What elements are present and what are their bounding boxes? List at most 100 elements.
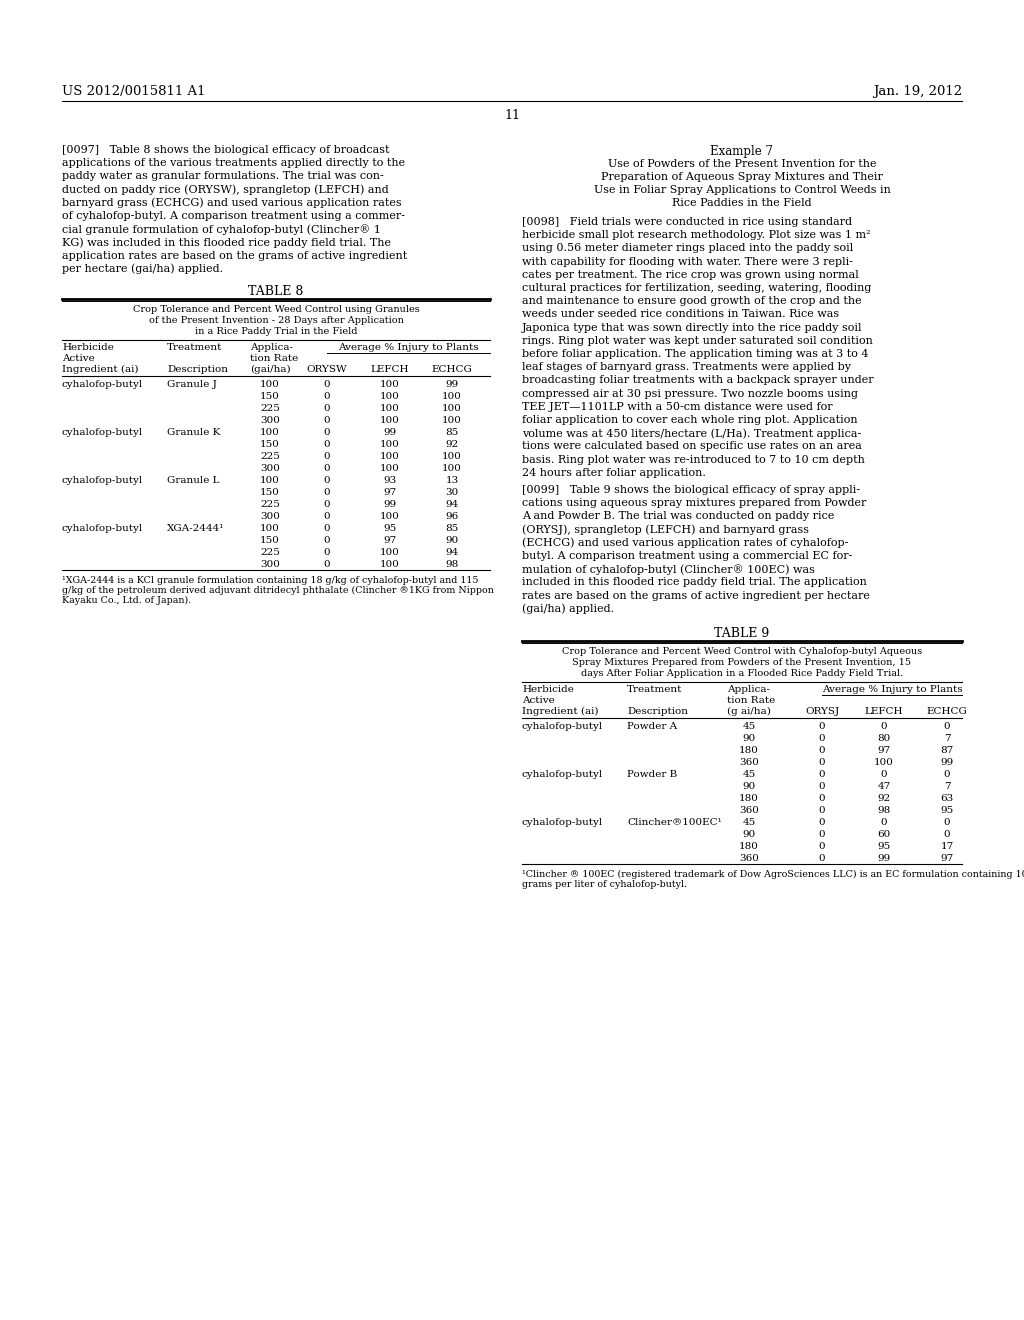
Text: cates per treatment. The rice crop was grown using normal: cates per treatment. The rice crop was g… — [522, 269, 859, 280]
Text: LEFCH: LEFCH — [864, 708, 903, 715]
Text: cyhalofop-butyl: cyhalofop-butyl — [62, 477, 143, 484]
Text: 80: 80 — [878, 734, 891, 743]
Text: 98: 98 — [445, 560, 459, 569]
Text: tions were calculated based on specific use rates on an area: tions were calculated based on specific … — [522, 441, 862, 451]
Text: 0: 0 — [324, 477, 331, 484]
Text: (gai/ha) applied.: (gai/ha) applied. — [522, 603, 614, 614]
Text: rates are based on the grams of active ingredient per hectare: rates are based on the grams of active i… — [522, 590, 869, 601]
Text: 95: 95 — [383, 524, 396, 533]
Text: 99: 99 — [878, 854, 891, 863]
Text: 225: 225 — [260, 500, 280, 510]
Text: 94: 94 — [445, 500, 459, 510]
Text: 97: 97 — [940, 854, 953, 863]
Text: Preparation of Aqueous Spray Mixtures and Their: Preparation of Aqueous Spray Mixtures an… — [601, 172, 883, 182]
Text: 100: 100 — [260, 524, 280, 533]
Text: Clincher®100EC¹: Clincher®100EC¹ — [627, 818, 722, 828]
Text: 0: 0 — [324, 465, 331, 473]
Text: 100: 100 — [380, 560, 400, 569]
Text: 45: 45 — [742, 722, 756, 731]
Text: 99: 99 — [383, 500, 396, 510]
Text: (ORYSJ), sprangletop (LEFCH) and barnyard grass: (ORYSJ), sprangletop (LEFCH) and barnyar… — [522, 524, 809, 535]
Text: KG) was included in this flooded rice paddy field trial. The: KG) was included in this flooded rice pa… — [62, 238, 391, 248]
Text: Active: Active — [62, 354, 95, 363]
Text: TABLE 8: TABLE 8 — [248, 285, 304, 298]
Text: 0: 0 — [818, 770, 825, 779]
Text: 100: 100 — [442, 416, 462, 425]
Text: 7: 7 — [944, 734, 950, 743]
Text: 0: 0 — [818, 734, 825, 743]
Text: 90: 90 — [742, 830, 756, 840]
Text: 100: 100 — [442, 404, 462, 413]
Text: with capability for flooding with water. There were 3 repli-: with capability for flooding with water.… — [522, 256, 853, 267]
Text: ECHCG: ECHCG — [431, 366, 472, 374]
Text: 85: 85 — [445, 524, 459, 533]
Text: 45: 45 — [742, 818, 756, 828]
Text: 0: 0 — [818, 807, 825, 814]
Text: 0: 0 — [818, 795, 825, 803]
Text: 0: 0 — [881, 770, 888, 779]
Text: 0: 0 — [324, 536, 331, 545]
Text: Average % Injury to Plants: Average % Injury to Plants — [338, 343, 479, 352]
Text: 0: 0 — [324, 500, 331, 510]
Text: Applica-: Applica- — [727, 685, 770, 694]
Text: days After Foliar Application in a Flooded Rice Paddy Field Trial.: days After Foliar Application in a Flood… — [581, 669, 903, 678]
Text: 100: 100 — [260, 380, 280, 389]
Text: (g ai/ha): (g ai/ha) — [727, 708, 771, 717]
Text: 97: 97 — [383, 536, 396, 545]
Text: 300: 300 — [260, 465, 280, 473]
Text: 100: 100 — [442, 465, 462, 473]
Text: of the Present Invention - 28 Days after Application: of the Present Invention - 28 Days after… — [148, 315, 403, 325]
Text: 90: 90 — [742, 781, 756, 791]
Text: 93: 93 — [383, 477, 396, 484]
Text: rings. Ring plot water was kept under saturated soil condition: rings. Ring plot water was kept under sa… — [522, 335, 872, 346]
Text: cyhalofop-butyl: cyhalofop-butyl — [62, 428, 143, 437]
Text: 100: 100 — [380, 465, 400, 473]
Text: 100: 100 — [442, 451, 462, 461]
Text: 0: 0 — [324, 524, 331, 533]
Text: Powder B: Powder B — [627, 770, 677, 779]
Text: and maintenance to ensure good growth of the crop and the: and maintenance to ensure good growth of… — [522, 296, 861, 306]
Text: Jan. 19, 2012: Jan. 19, 2012 — [872, 84, 962, 98]
Text: 0: 0 — [881, 818, 888, 828]
Text: 100: 100 — [874, 758, 894, 767]
Text: 0: 0 — [944, 818, 950, 828]
Text: US 2012/0015811 A1: US 2012/0015811 A1 — [62, 84, 206, 98]
Text: 100: 100 — [380, 380, 400, 389]
Text: Ingredient (ai): Ingredient (ai) — [62, 366, 138, 374]
Text: 30: 30 — [445, 488, 459, 498]
Text: 100: 100 — [380, 548, 400, 557]
Text: 360: 360 — [739, 854, 759, 863]
Text: cyhalofop-butyl: cyhalofop-butyl — [522, 722, 603, 731]
Text: 0: 0 — [818, 842, 825, 851]
Text: 98: 98 — [878, 807, 891, 814]
Text: paddy water as granular formulations. The trial was con-: paddy water as granular formulations. Th… — [62, 172, 384, 181]
Text: TABLE 9: TABLE 9 — [715, 627, 770, 640]
Text: 0: 0 — [324, 428, 331, 437]
Text: 60: 60 — [878, 830, 891, 840]
Text: 150: 150 — [260, 392, 280, 401]
Text: foliar application to cover each whole ring plot. Application: foliar application to cover each whole r… — [522, 414, 858, 425]
Text: 0: 0 — [324, 440, 331, 449]
Text: 97: 97 — [878, 746, 891, 755]
Text: Granule K: Granule K — [167, 428, 220, 437]
Text: 100: 100 — [380, 512, 400, 521]
Text: Powder A: Powder A — [627, 722, 677, 731]
Text: Kayaku Co., Ltd. of Japan).: Kayaku Co., Ltd. of Japan). — [62, 597, 191, 605]
Text: before foliar application. The application timing was at 3 to 4: before foliar application. The applicati… — [522, 348, 868, 359]
Text: of cyhalofop-butyl. A comparison treatment using a commer-: of cyhalofop-butyl. A comparison treatme… — [62, 211, 406, 220]
Text: Use in Foliar Spray Applications to Control Weeds in: Use in Foliar Spray Applications to Cont… — [594, 185, 891, 195]
Text: Active: Active — [522, 696, 555, 705]
Text: 360: 360 — [739, 758, 759, 767]
Text: (ECHCG) and used various application rates of cyhalofop-: (ECHCG) and used various application rat… — [522, 537, 848, 548]
Text: 300: 300 — [260, 512, 280, 521]
Text: basis. Ring plot water was re-introduced to 7 to 10 cm depth: basis. Ring plot water was re-introduced… — [522, 454, 865, 465]
Text: 180: 180 — [739, 795, 759, 803]
Text: Treatment: Treatment — [627, 685, 682, 694]
Text: Granule L: Granule L — [167, 477, 219, 484]
Text: 45: 45 — [742, 770, 756, 779]
Text: Example 7: Example 7 — [711, 145, 773, 158]
Text: Ingredient (ai): Ingredient (ai) — [522, 708, 598, 717]
Text: Granule J: Granule J — [167, 380, 217, 389]
Text: broadcasting foliar treatments with a backpack sprayer under: broadcasting foliar treatments with a ba… — [522, 375, 873, 385]
Text: compressed air at 30 psi pressure. Two nozzle booms using: compressed air at 30 psi pressure. Two n… — [522, 388, 858, 399]
